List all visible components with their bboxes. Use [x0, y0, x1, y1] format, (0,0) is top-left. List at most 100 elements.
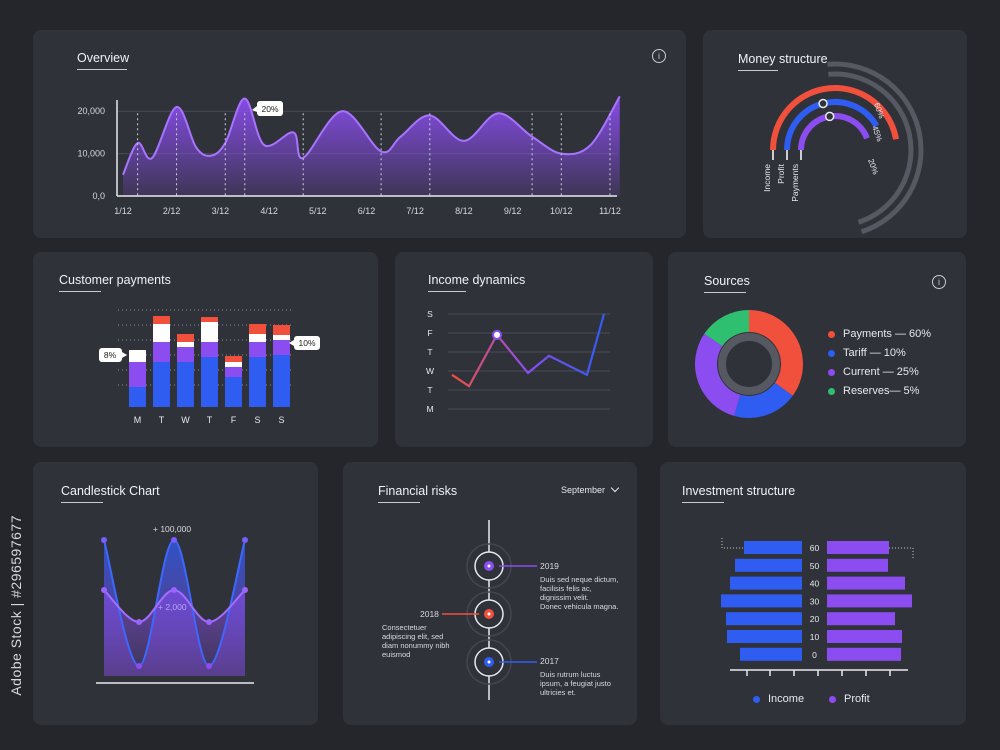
overview-x-tick: 10/12	[550, 206, 573, 216]
sources-title: Sources	[704, 274, 750, 288]
money-ring-label: Income	[762, 164, 772, 192]
info-icon[interactable]: i	[932, 275, 946, 289]
candle-blue-point	[206, 663, 212, 669]
sources-slice	[749, 310, 804, 396]
income-y-tick: F	[427, 328, 432, 338]
risk-text-line: Duis rutrum luctus	[540, 670, 601, 679]
investment-legend-income: Income	[753, 693, 804, 705]
money-title: Money structure	[738, 52, 828, 66]
overview-x-tick: 6/12	[358, 206, 376, 216]
sources-title-underline	[704, 292, 746, 293]
customer-x-tick: S	[278, 415, 284, 425]
investment-income-bar	[740, 647, 802, 661]
investment-y-tick: 20	[810, 614, 820, 624]
risk-year-2018: 2018	[420, 609, 439, 619]
month-select[interactable]: September	[561, 483, 619, 495]
income-title: Income dynamics	[428, 273, 526, 287]
investment-income-bar	[726, 612, 802, 626]
income-y-tick: T	[427, 385, 432, 395]
sources-legend-item: Payments — 60%	[828, 328, 931, 340]
customer-bar-segment	[129, 362, 146, 387]
customer-callout-box	[294, 336, 320, 350]
overview-line	[122, 95, 621, 176]
month-select-value: September	[561, 485, 606, 495]
risk-text-line: Donec vehicula magna.	[540, 602, 619, 611]
customer-x-tick: W	[181, 415, 190, 425]
investment-legend-label: Income	[768, 693, 805, 705]
overview-callout-label: 20%	[261, 104, 278, 114]
sources-legend-label: Payments — 60%	[843, 328, 932, 340]
customer-bar-segment	[225, 362, 242, 367]
investment-guide	[721, 538, 745, 549]
customer-bar-segment	[153, 316, 170, 324]
overview-y-tick: 10,000	[77, 149, 105, 159]
customer-bar-segment	[129, 387, 146, 407]
investment-title: Investment structure	[682, 484, 796, 498]
customer-x-tick: M	[134, 415, 142, 425]
risk-text-line: Consectetuer	[382, 623, 427, 632]
customer-bar-segment	[225, 377, 242, 407]
candle-purple-point	[206, 619, 212, 625]
risk-text-2017: Duis rutrum luctus ipsum, a feugiat just…	[540, 670, 611, 697]
candle-label-mid: + 2,000	[158, 602, 187, 612]
customer-bar-segment	[201, 322, 218, 342]
overview-y-tick: 0,0	[92, 191, 105, 201]
risks-title-underline	[378, 502, 420, 503]
overview-x-tick: 8/12	[455, 206, 473, 216]
money-ring-marker	[818, 98, 828, 109]
customer-bar-segment	[249, 324, 266, 334]
risk-text-line: ipsum, a feugiat justo	[540, 679, 611, 688]
risk-text-line: Duis sed neque dictum,	[540, 575, 619, 584]
investment-y-tick: 0	[812, 650, 817, 660]
income-y-tick: T	[427, 347, 432, 357]
candle-blue-point	[171, 537, 177, 543]
customer-bar-segment	[153, 362, 170, 407]
money-ring	[770, 85, 900, 151]
income-y-tick: S	[427, 309, 433, 319]
customer-callout-tail	[289, 340, 294, 346]
info-icon[interactable]: i	[652, 49, 666, 63]
customer-callout-label: 8%	[104, 350, 117, 360]
customer-bar-segment	[249, 342, 266, 357]
customer-title-underline	[59, 291, 101, 292]
investment-profit-bar	[827, 612, 895, 626]
investment-income-bar	[721, 594, 802, 608]
investment-income-bar	[727, 630, 802, 643]
income-highlight-point	[492, 329, 502, 340]
risk-text-line: dignissim velit.	[540, 593, 589, 602]
investment-title-underline	[682, 502, 724, 503]
customer-x-tick: T	[159, 415, 165, 425]
investment-y-tick: 40	[810, 579, 820, 589]
customer-bar-segment	[249, 334, 266, 342]
overview-callout-tail	[252, 106, 257, 112]
overview-x-tick: 9/12	[504, 206, 522, 216]
customer-bar-segment	[177, 334, 194, 342]
risks-node-center	[487, 564, 491, 568]
investment-y-tick: 50	[810, 561, 820, 571]
overview-title-underline	[77, 69, 127, 70]
risk-year-2019: 2019	[540, 561, 559, 571]
overview-x-tick: 2/12	[163, 206, 181, 216]
income-line	[451, 313, 606, 388]
money-ring-label: Profit	[776, 163, 786, 183]
candle-purple-point	[101, 587, 107, 593]
customer-bar-segment	[273, 355, 290, 407]
investment-guide	[889, 547, 914, 560]
sources-legend-label: Current — 25%	[843, 366, 919, 378]
candle-blue-point	[101, 537, 107, 543]
sources-slice	[734, 382, 793, 419]
customer-bar-segment	[225, 367, 242, 377]
overview-x-tick: 7/12	[406, 206, 424, 216]
candle-purple-point	[171, 587, 177, 593]
sources-legend-label: Tariff — 10%	[843, 347, 906, 359]
overview-title: Overview	[77, 51, 130, 65]
customer-bar-segment	[225, 356, 242, 362]
customer-callout-tail	[122, 352, 127, 358]
risks-node-center	[487, 660, 491, 664]
investment-income-bar	[735, 558, 802, 572]
overview-x-tick: 1/12	[114, 206, 132, 216]
candle-title: Candlestick Chart	[61, 484, 160, 498]
